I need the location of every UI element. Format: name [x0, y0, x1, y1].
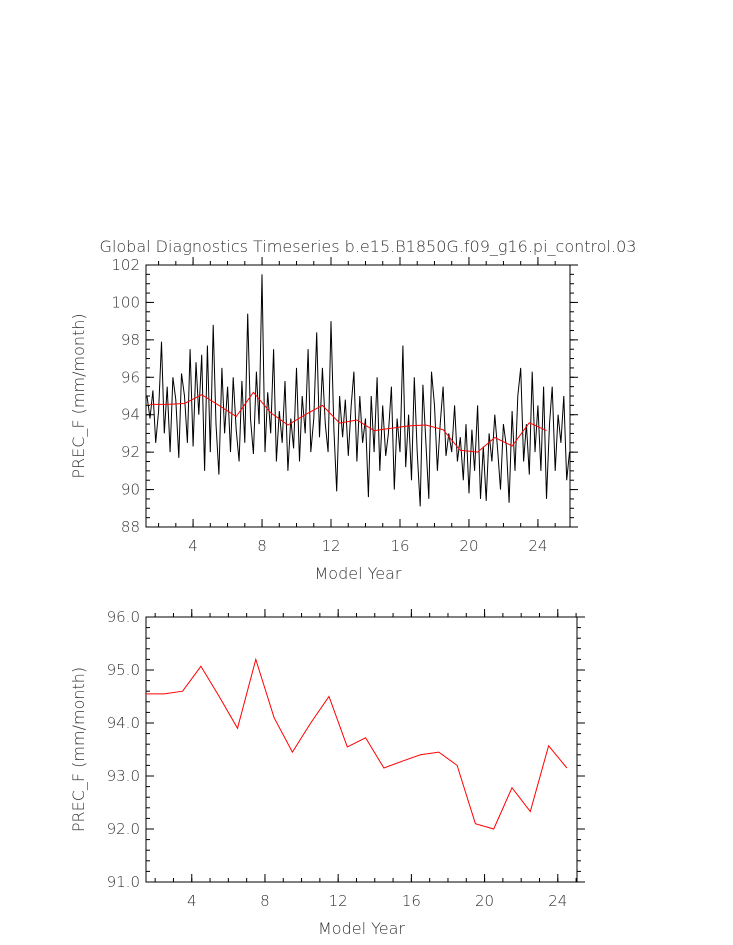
- y-tick-label: 100: [111, 293, 140, 311]
- y-tick-label: 95.0: [107, 661, 140, 679]
- x-tick-label: 24: [548, 892, 567, 910]
- x-tick-label: 8: [260, 892, 270, 910]
- plot-frame: [145, 616, 578, 883]
- y-tick-label: 102: [111, 256, 140, 274]
- x-tick-label: 20: [459, 537, 478, 555]
- data-line: [146, 657, 568, 830]
- y-tick-label: 96.0: [107, 608, 140, 626]
- y-tick-label: 91.0: [107, 873, 140, 891]
- y-tick-label: 88: [121, 518, 140, 536]
- x-tick-label: 12: [329, 892, 348, 910]
- y-tick-label: 94.0: [107, 714, 140, 732]
- y-tick-label: 92.0: [107, 820, 140, 838]
- x-tick-label: 16: [402, 892, 421, 910]
- plot-frame: [145, 264, 571, 528]
- x-tick-label: 24: [528, 537, 547, 555]
- x-axis-label: Model Year: [318, 919, 405, 938]
- data-line: [150, 391, 547, 453]
- y-axis-label: PREC_F (mm/month): [69, 667, 88, 832]
- x-tick-label: 16: [390, 537, 409, 555]
- data-line: [146, 274, 570, 507]
- x-tick-label: 4: [188, 537, 198, 555]
- x-tick-label: 12: [321, 537, 340, 555]
- y-tick-label: 94: [121, 406, 140, 424]
- y-tick-label: 93.0: [107, 767, 140, 785]
- chart-title: Global Diagnostics Timeseries b.e15.B185…: [100, 237, 637, 256]
- x-tick-label: 20: [475, 892, 494, 910]
- y-tick-label: 92: [121, 443, 140, 461]
- x-tick-label: 8: [257, 537, 267, 555]
- y-tick-label: 90: [121, 481, 140, 499]
- y-tick-label: 96: [121, 368, 140, 386]
- y-tick-label: 98: [121, 331, 140, 349]
- y-axis-label: PREC_F (mm/month): [69, 313, 88, 478]
- x-axis-label: Model Year: [315, 564, 402, 583]
- x-tick-label: 4: [187, 892, 197, 910]
